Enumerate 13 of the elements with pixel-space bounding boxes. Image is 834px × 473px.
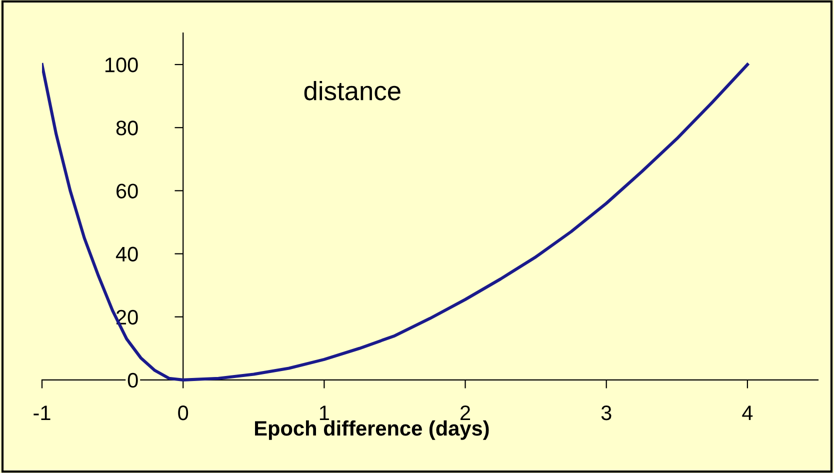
x-tick-label: -1 — [34, 406, 50, 420]
x-tick-label: 1 — [320, 406, 329, 420]
x-tick-label: 2 — [460, 405, 470, 420]
x-tick-label: 0 — [178, 405, 188, 420]
x-axis-title: Epoch difference (days) — [255, 420, 489, 440]
x-tick-label: 3 — [601, 405, 612, 420]
annotation: distance — [304, 80, 400, 100]
y-tick-label: 60 — [116, 184, 138, 198]
y-tick-label: 100 — [105, 58, 138, 72]
y-tick-label: 0 — [128, 372, 138, 388]
x-tick-label: 4 — [742, 406, 753, 420]
y-tick-label: 80 — [116, 120, 138, 136]
y-tick-label: 40 — [116, 246, 138, 262]
